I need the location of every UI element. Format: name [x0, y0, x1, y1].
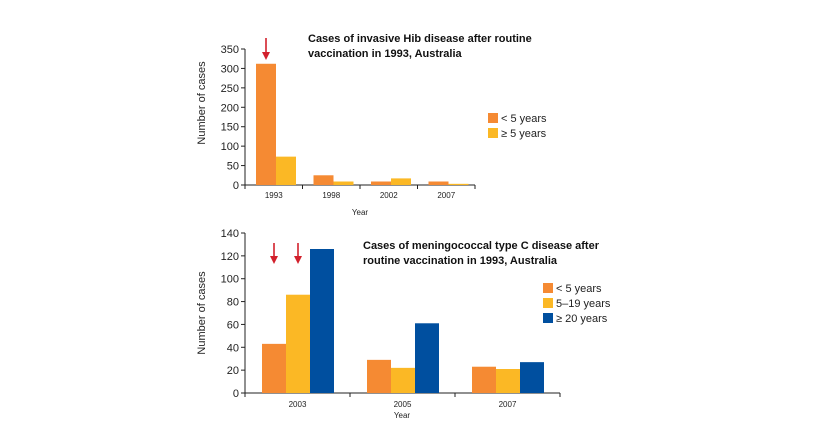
legend-label: < 5 years: [556, 283, 602, 295]
x-tick-label: 2007: [499, 400, 517, 409]
y-tick-label: 350: [221, 44, 239, 56]
legend-swatch: [488, 128, 498, 138]
bar: [496, 369, 520, 393]
bar: [428, 181, 449, 185]
x-axis-label: Year: [352, 208, 369, 217]
legend-label: ≥ 5 years: [501, 128, 547, 140]
bars: [256, 38, 469, 185]
bars: [262, 243, 544, 393]
y-tick-label: 250: [221, 83, 239, 95]
y-tick-label: 0: [233, 180, 239, 192]
bar: [286, 294, 310, 393]
hib-chart: Cases of invasive Hib disease after rout…: [196, 33, 547, 217]
x-tick-label: 2002: [380, 191, 398, 200]
arrow-head: [270, 256, 278, 264]
y-tick-label: 80: [227, 297, 239, 309]
bar: [256, 63, 276, 185]
y-tick-label: 40: [227, 342, 239, 354]
y-axis-label: Number of cases: [196, 271, 208, 355]
arrow-head: [294, 256, 302, 264]
legend: < 5 years ≥ 5 years: [488, 113, 547, 140]
bar: [310, 249, 334, 393]
meningococcal-chart: Cases of meningococcal type C disease af…: [196, 228, 611, 420]
bar: [333, 181, 354, 185]
x-tick-label: 2007: [437, 191, 455, 200]
legend-swatch: [488, 113, 498, 123]
bar: [276, 156, 296, 185]
y-tick-label: 150: [221, 122, 239, 134]
axes: 0 50 100 150 200 250 300 350 1993 1998 2002 2007: [221, 44, 476, 200]
y-tick-label: 100: [221, 274, 239, 286]
y-tick-label: 50: [227, 161, 239, 173]
legend-label: ≥ 20 years: [556, 313, 608, 325]
x-axis-label: Year: [394, 411, 411, 420]
x-tick-label: 2005: [394, 400, 412, 409]
bar: [472, 366, 496, 393]
y-axis-label: Number of cases: [196, 61, 208, 145]
chart-title: Cases of meningococcal type C disease af…: [363, 240, 600, 267]
arrow-head: [262, 52, 270, 60]
bar: [262, 343, 286, 393]
y-tick-label: 60: [227, 319, 239, 331]
bar: [391, 367, 415, 393]
x-tick-label: 1993: [265, 191, 283, 200]
legend-label: < 5 years: [501, 113, 547, 125]
legend-swatch: [543, 313, 553, 323]
bar: [313, 175, 334, 185]
x-tick-label: 2003: [289, 400, 307, 409]
legend-label: 5–19 years: [556, 298, 611, 310]
y-tick-label: 200: [221, 102, 239, 114]
bar: [367, 359, 391, 393]
legend-swatch: [543, 298, 553, 308]
legend: < 5 years 5–19 years ≥ 20 years: [543, 283, 611, 325]
y-tick-label: 120: [221, 251, 239, 263]
y-tick-label: 0: [233, 388, 239, 400]
bar: [415, 323, 439, 393]
y-tick-label: 100: [221, 141, 239, 153]
bar: [371, 181, 391, 185]
y-tick-label: 140: [221, 228, 239, 240]
x-tick-label: 1998: [322, 191, 340, 200]
y-tick-label: 300: [221, 63, 239, 75]
legend-swatch: [543, 283, 553, 293]
bar: [391, 178, 411, 185]
bar: [520, 362, 544, 393]
y-tick-label: 20: [227, 365, 239, 377]
bar: [448, 183, 469, 185]
chart-title: Cases of invasive Hib disease after rout…: [308, 33, 532, 60]
